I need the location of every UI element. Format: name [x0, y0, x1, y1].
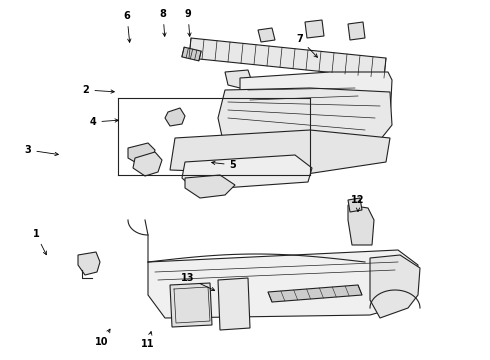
Text: 6: 6: [123, 11, 131, 42]
Polygon shape: [370, 255, 420, 318]
Text: 7: 7: [296, 34, 318, 57]
Polygon shape: [182, 47, 201, 61]
Text: 12: 12: [351, 195, 365, 211]
Text: 8: 8: [160, 9, 167, 36]
Text: 11: 11: [141, 332, 155, 349]
Text: 5: 5: [212, 160, 236, 170]
Polygon shape: [78, 252, 100, 275]
Polygon shape: [165, 108, 185, 126]
Polygon shape: [170, 283, 212, 327]
Polygon shape: [240, 72, 392, 130]
Text: 4: 4: [90, 117, 118, 127]
Polygon shape: [170, 130, 390, 175]
Polygon shape: [148, 250, 418, 318]
Polygon shape: [218, 278, 250, 330]
Polygon shape: [128, 143, 155, 165]
Polygon shape: [305, 20, 324, 38]
Polygon shape: [133, 152, 162, 176]
Text: 1: 1: [33, 229, 47, 255]
Polygon shape: [258, 28, 275, 42]
Text: 13: 13: [181, 273, 215, 291]
Text: 9: 9: [185, 9, 192, 36]
Text: 10: 10: [95, 329, 110, 347]
Polygon shape: [189, 38, 386, 78]
Polygon shape: [182, 155, 312, 190]
Text: 3: 3: [24, 145, 58, 156]
Polygon shape: [268, 285, 362, 302]
Polygon shape: [218, 88, 392, 155]
Text: 2: 2: [83, 85, 114, 95]
Polygon shape: [348, 198, 362, 212]
Polygon shape: [225, 70, 252, 88]
Polygon shape: [348, 22, 365, 40]
Polygon shape: [185, 175, 235, 198]
Polygon shape: [348, 205, 374, 245]
